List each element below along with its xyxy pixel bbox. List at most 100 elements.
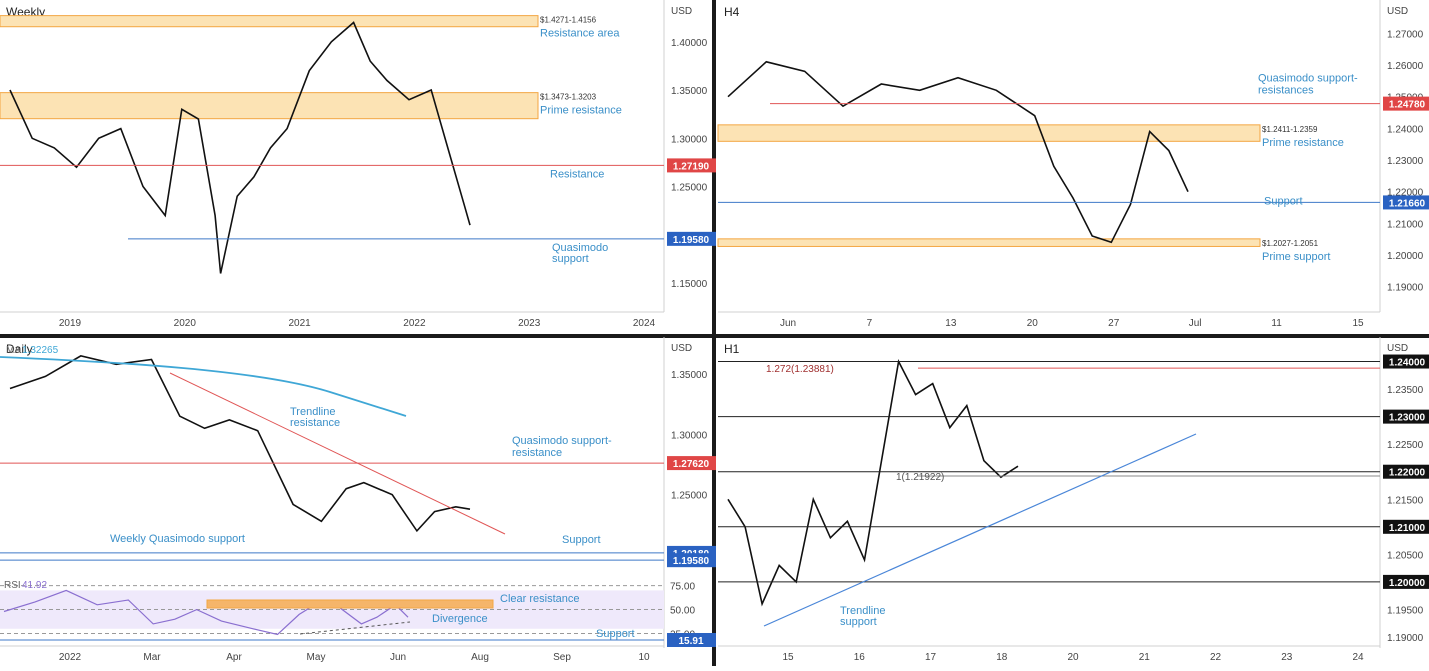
h4-level-label: Quasimodo support- — [1258, 73, 1358, 85]
h1-time-tick: 24 — [1352, 652, 1364, 663]
daily-ma-label: MA — [6, 345, 21, 356]
h4-price-tick: 1.26000 — [1387, 61, 1424, 72]
h1-price-tick: 1.22500 — [1387, 440, 1424, 451]
daily-level-label: Weekly Quasimodo support — [110, 533, 245, 545]
daily-time-tick: Sep — [553, 652, 571, 663]
h4-price-tick: 1.19000 — [1387, 283, 1424, 294]
rsi-value: 41.92 — [22, 580, 47, 591]
h4-price-tick: 1.20000 — [1387, 251, 1424, 262]
daily-time-tick: Apr — [226, 652, 242, 663]
rsi-annotation: Clear resistance — [500, 593, 579, 605]
daily-ma-value: 1.32265 — [22, 345, 59, 356]
rsi-label: RSI — [4, 580, 21, 591]
rsi-line — [3, 589, 409, 636]
weekly-level-label: Resistance — [550, 168, 604, 180]
h4-level-tag-bg — [1383, 195, 1429, 210]
h4-level-label: resistances — [1258, 85, 1314, 97]
weekly-price-tick: 1.25000 — [671, 183, 708, 194]
daily-time-tick: May — [307, 652, 326, 663]
weekly-price-tick: 1.15000 — [671, 279, 708, 290]
h1-level-tag-bg — [1383, 574, 1429, 589]
daily-time-tick: Mar — [143, 652, 161, 663]
h4-zone-label: Prime support — [1262, 251, 1330, 263]
rsi-annotation: Divergence — [432, 613, 488, 625]
h1-price-tick: 1.23500 — [1387, 385, 1424, 396]
daily-price-tick: 1.35000 — [671, 370, 708, 381]
h1-time-tick: 23 — [1281, 652, 1293, 663]
daily-trendline-label: Trendline — [290, 406, 335, 418]
daily-ma-line — [0, 356, 407, 417]
h1-level-tag-bg — [1383, 409, 1429, 424]
h1-price-tick: 1.20500 — [1387, 550, 1424, 561]
weekly-zone-range: $1.3473-1.3203 — [540, 93, 597, 102]
daily-time-tick: 2022 — [59, 652, 82, 663]
h4-price-axis-label: USD — [1387, 6, 1408, 17]
weekly-zone — [0, 92, 539, 120]
weekly-time-tick: 2020 — [174, 318, 197, 329]
h4-zone-range: $1.2411-1.2359 — [1262, 125, 1318, 134]
h1-time-tick: 17 — [925, 652, 937, 663]
weekly-price-tick: 1.40000 — [671, 38, 708, 49]
h1-time-tick: 16 — [854, 652, 866, 663]
h1-title: H1 — [724, 342, 740, 356]
h1-time-tick: 22 — [1210, 652, 1222, 663]
h4-time-tick: 13 — [945, 318, 957, 329]
h4-time-tick: Jun — [780, 318, 796, 329]
h1-time-tick: 20 — [1067, 652, 1079, 663]
h1-time-tick: 18 — [996, 652, 1008, 663]
weekly-time-tick: 2022 — [403, 318, 426, 329]
h1-level-tag: 1.21000 — [1389, 523, 1426, 534]
weekly-time-tick: 2019 — [59, 318, 82, 329]
daily-time-tick: Jun — [390, 652, 406, 663]
daily-level-label: Support — [562, 534, 601, 546]
daily-time-tick: 10 — [638, 652, 650, 663]
rsi-tick: 75.00 — [670, 582, 695, 593]
h4-price-tick: 1.24000 — [1387, 124, 1424, 135]
rsi-annotation: Support — [596, 628, 635, 640]
h4-level-tag-bg — [1383, 96, 1429, 111]
h1-time-tick: 15 — [782, 652, 794, 663]
h4-zone — [717, 124, 1261, 142]
h1-trendline — [763, 433, 1197, 627]
rsi-divergence-line — [299, 621, 411, 635]
h4-title: H4 — [724, 5, 740, 19]
weekly-zone — [0, 15, 539, 28]
weekly-zone-label: Prime resistance — [540, 105, 622, 117]
h1-level-tag: 1.22000 — [1389, 468, 1426, 479]
weekly-price-series — [9, 21, 471, 274]
weekly-price-tick: 1.35000 — [671, 86, 708, 97]
daily-level-tag-bg — [667, 553, 716, 568]
daily-time-tick: Aug — [471, 652, 489, 663]
h4-price-tick: 1.22000 — [1387, 188, 1424, 199]
weekly-zone-label: Resistance area — [540, 28, 620, 40]
weekly-zone-range: $1.4271-1.4156 — [540, 16, 597, 25]
h4-price-series — [727, 60, 1189, 244]
daily-price-tick: 1.25000 — [671, 491, 708, 502]
h4-zone-range: $1.2027-1.2051 — [1262, 239, 1319, 248]
h1-level-tag-bg — [1383, 464, 1429, 479]
h4-time-tick: 15 — [1352, 318, 1364, 329]
h1-price-tick: 1.19000 — [1387, 633, 1424, 644]
h1-trendline-label: Trendline — [840, 605, 885, 617]
daily-level-label: Quasimodo support- — [512, 435, 612, 447]
daily-price-tick: 1.30000 — [671, 430, 708, 441]
weekly-time-tick: 2024 — [633, 318, 656, 329]
daily-title: Daily — [6, 342, 33, 356]
h4-time-tick: 7 — [867, 318, 873, 329]
daily-trendline — [169, 372, 506, 535]
daily-trendline-label: resistance — [290, 417, 340, 429]
h4-price-tick: 1.23000 — [1387, 156, 1424, 167]
rsi-support-tag-bg — [667, 633, 716, 647]
daily-level-label: resistance — [512, 447, 562, 459]
weekly-level-label: Quasimodo — [552, 242, 608, 254]
weekly-level-tag-bg — [667, 158, 716, 173]
rsi-tick: 50.00 — [670, 606, 695, 617]
weekly-time-tick: 2021 — [288, 318, 311, 329]
weekly-price-tick: 1.30000 — [671, 134, 708, 145]
h4-level-label: Support — [1264, 195, 1303, 207]
h1-price-series — [727, 359, 1019, 607]
h1-price-axis-label: USD — [1387, 343, 1408, 354]
h1-time-tick: 21 — [1139, 652, 1151, 663]
